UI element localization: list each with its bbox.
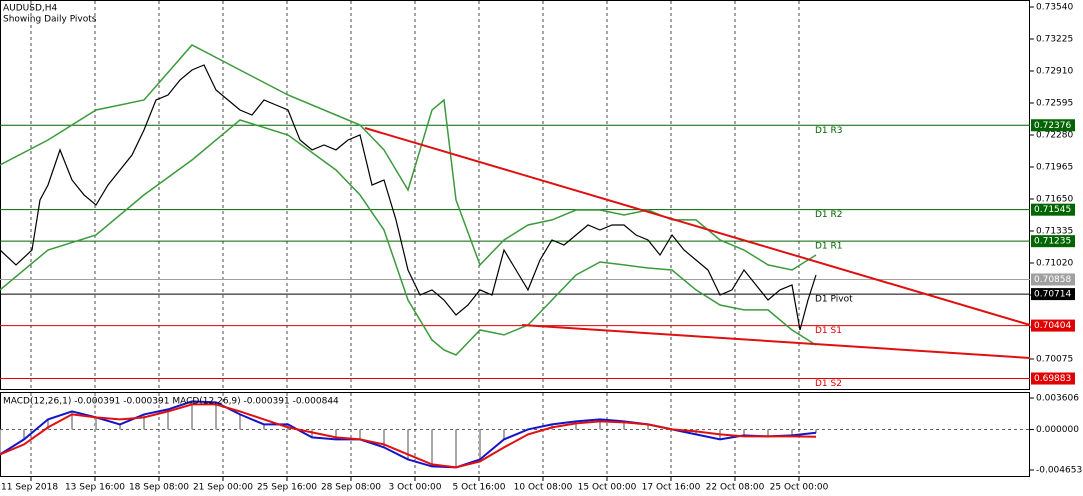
price-label-box (1031, 319, 1075, 332)
macd-histogram-bar (311, 429, 313, 438)
price-label: 0.70404 (1034, 321, 1071, 331)
macd-histogram-bar (95, 417, 97, 430)
macd-histogram-bar (191, 401, 193, 430)
macd-histogram-bar (431, 429, 433, 467)
bollinger-band (0, 44, 817, 271)
price-label-box (1031, 288, 1075, 301)
macd-histogram-bar (119, 424, 121, 430)
price-label-box (1031, 273, 1075, 286)
x-tick-label: 13 Sep 16:00 (65, 483, 125, 493)
macd-histogram-bar (743, 429, 745, 436)
price-label-box (1031, 235, 1075, 248)
macd-histogram-bar (479, 429, 481, 460)
trend-line (521, 324, 1031, 359)
price-label: 0.69883 (1034, 374, 1071, 384)
x-tick-label: 11 Sep 2018 (1, 483, 58, 493)
y-tick-label: -0.004653 (1036, 466, 1082, 476)
price-label: 0.71545 (1034, 205, 1071, 215)
y-tick-label: 0.71965 (1036, 163, 1073, 173)
chart-title: AUDUSD,H4 (3, 4, 58, 14)
x-tick-label: 17 Oct 16:00 (642, 483, 701, 493)
x-tick-label: 22 Oct 08:00 (706, 483, 765, 493)
pivot-name: D1 R3 (815, 126, 843, 136)
pivot-name: D1 R1 (815, 242, 843, 252)
price-label: 0.72376 (1034, 121, 1071, 131)
macd-title: MACD(12,26,1) -0.000391 -0.000391 MACD(1… (3, 397, 339, 407)
price-label-box (1031, 203, 1075, 216)
trend-line (364, 127, 1031, 326)
y-tick-label: 0.72280 (1036, 131, 1073, 141)
x-tick-label: 21 Sep 00:00 (193, 483, 253, 493)
macd-histogram-bar (767, 429, 769, 437)
macd-histogram-bar (47, 419, 49, 430)
macd-histogram-bar (143, 414, 145, 430)
macd-histogram-bar (359, 429, 361, 440)
x-tick-label: 25 Oct 00:00 (770, 483, 829, 493)
macd-histogram-bar (599, 419, 601, 430)
macd-histogram-bar (335, 429, 337, 440)
x-tick-label: 3 Oct 00:00 (389, 483, 442, 493)
chart-subtitle: Showing Daily Pivots (3, 15, 97, 25)
y-tick-label: 0.003606 (1036, 394, 1079, 404)
price-label: 0.70714 (1034, 290, 1071, 300)
macd-histogram-bar (71, 411, 73, 430)
y-tick-label: 0.73540 (1036, 3, 1073, 13)
macd-histogram-bar (503, 429, 505, 440)
price-panel (0, 0, 1030, 390)
x-tick-label: 10 Oct 08:00 (514, 483, 573, 493)
y-tick-label: 0.71020 (1036, 259, 1073, 269)
y-tick-label: 0.70075 (1036, 355, 1073, 365)
macd-histogram-bar (455, 429, 457, 468)
macd-histogram-bar (791, 429, 793, 436)
pivot-name: D1 S1 (815, 326, 842, 336)
y-tick-label: 0.72910 (1036, 67, 1073, 77)
y-tick-label: 0.73225 (1036, 35, 1073, 45)
price-label: 0.71235 (1034, 237, 1071, 247)
x-tick-label: 15 Oct 00:00 (578, 483, 637, 493)
macd-histogram-bar (383, 429, 385, 448)
bollinger-band (0, 119, 817, 356)
macd-histogram-bar (647, 424, 649, 430)
price-label-box (1031, 372, 1075, 385)
x-tick-label: 25 Sep 16:00 (257, 483, 317, 493)
y-tick-label: 0.71650 (1036, 195, 1073, 205)
y-tick-label: 0.000000 (1036, 425, 1079, 435)
macd-histogram-bar (623, 421, 625, 430)
price-label: 0.70858 (1034, 275, 1071, 285)
macd-histogram-bar (815, 429, 817, 433)
macd-histogram-bar (239, 414, 241, 430)
x-tick-label: 28 Sep 08:00 (321, 483, 381, 493)
macd-histogram-bar (407, 429, 409, 460)
price-label-box (1031, 119, 1075, 132)
x-tick-label: 18 Sep 08:00 (129, 483, 189, 493)
macd-histogram-bar (263, 424, 265, 430)
macd-line (0, 403, 817, 469)
macd-histogram-bar (23, 429, 25, 440)
price-line (0, 64, 817, 331)
pivot-name: D1 Pivot (815, 295, 853, 305)
macd-histogram-bar (167, 409, 169, 430)
macd-histogram-bar (0, 429, 1, 455)
pivot-name: D1 R2 (815, 210, 843, 220)
pivot-name: D1 S2 (815, 379, 842, 389)
macd-histogram-bar (575, 421, 577, 430)
y-tick-label: 0.71335 (1036, 227, 1073, 237)
x-tick-label: 5 Oct 16:00 (453, 483, 506, 493)
macd-histogram-bar (215, 402, 217, 430)
y-tick-label: 0.72595 (1036, 99, 1073, 109)
